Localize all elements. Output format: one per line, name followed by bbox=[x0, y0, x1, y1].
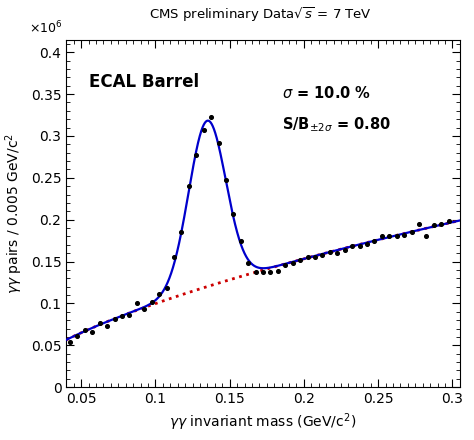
Point bbox=[259, 269, 267, 276]
Point bbox=[163, 284, 170, 291]
Point bbox=[185, 183, 192, 190]
Point bbox=[274, 268, 282, 275]
Point bbox=[408, 228, 415, 235]
Point bbox=[103, 322, 111, 329]
Point bbox=[341, 246, 348, 253]
Point bbox=[356, 242, 364, 249]
Point bbox=[170, 254, 178, 261]
Point bbox=[73, 333, 81, 340]
Point bbox=[423, 233, 430, 240]
Point bbox=[222, 177, 230, 184]
X-axis label: $\gamma\gamma$ invariant mass (GeV/c$^{2}$): $\gamma\gamma$ invariant mass (GeV/c$^{2… bbox=[170, 411, 356, 433]
Point bbox=[267, 268, 274, 275]
Point bbox=[282, 262, 289, 269]
Point bbox=[363, 241, 371, 248]
Point bbox=[148, 298, 155, 305]
Point bbox=[430, 222, 438, 229]
Point bbox=[252, 269, 259, 276]
Point bbox=[289, 260, 297, 267]
Point bbox=[111, 315, 118, 322]
Text: $\times10^{6}$: $\times10^{6}$ bbox=[29, 19, 63, 36]
Point bbox=[178, 229, 185, 236]
Point bbox=[445, 217, 453, 224]
Point bbox=[207, 114, 215, 121]
Point bbox=[304, 254, 311, 261]
Point bbox=[378, 232, 386, 239]
Point bbox=[229, 210, 237, 217]
Point bbox=[415, 221, 423, 228]
Text: S/B$_{\pm2\sigma}$ = 0.80: S/B$_{\pm2\sigma}$ = 0.80 bbox=[282, 115, 391, 134]
Point bbox=[348, 243, 356, 250]
Point bbox=[215, 139, 222, 146]
Point bbox=[296, 257, 304, 264]
Point bbox=[96, 319, 103, 326]
Point bbox=[237, 238, 245, 245]
Point bbox=[89, 329, 96, 336]
Point bbox=[326, 248, 334, 255]
Point bbox=[140, 305, 148, 312]
Point bbox=[81, 327, 89, 334]
Point bbox=[66, 338, 74, 345]
Text: ECAL Barrel: ECAL Barrel bbox=[89, 73, 199, 91]
Point bbox=[133, 299, 141, 306]
Point bbox=[200, 127, 208, 134]
Point bbox=[393, 233, 401, 240]
Y-axis label: $\gamma\gamma$ pairs / 0.005 GeV/c$^{2}$: $\gamma\gamma$ pairs / 0.005 GeV/c$^{2}$ bbox=[4, 133, 25, 294]
Point bbox=[155, 290, 163, 297]
Point bbox=[245, 259, 252, 266]
Point bbox=[401, 231, 408, 238]
Point bbox=[118, 312, 126, 319]
Point bbox=[192, 152, 200, 159]
Text: CMS preliminary Data$\sqrt{s}$ = 7 TeV: CMS preliminary Data$\sqrt{s}$ = 7 TeV bbox=[149, 5, 372, 24]
Point bbox=[126, 312, 133, 319]
Point bbox=[385, 233, 393, 240]
Point bbox=[334, 249, 341, 256]
Point bbox=[311, 253, 319, 260]
Point bbox=[319, 251, 326, 258]
Point bbox=[371, 238, 378, 245]
Text: $\sigma$ = 10.0 %: $\sigma$ = 10.0 % bbox=[282, 85, 371, 101]
Point bbox=[438, 220, 445, 227]
